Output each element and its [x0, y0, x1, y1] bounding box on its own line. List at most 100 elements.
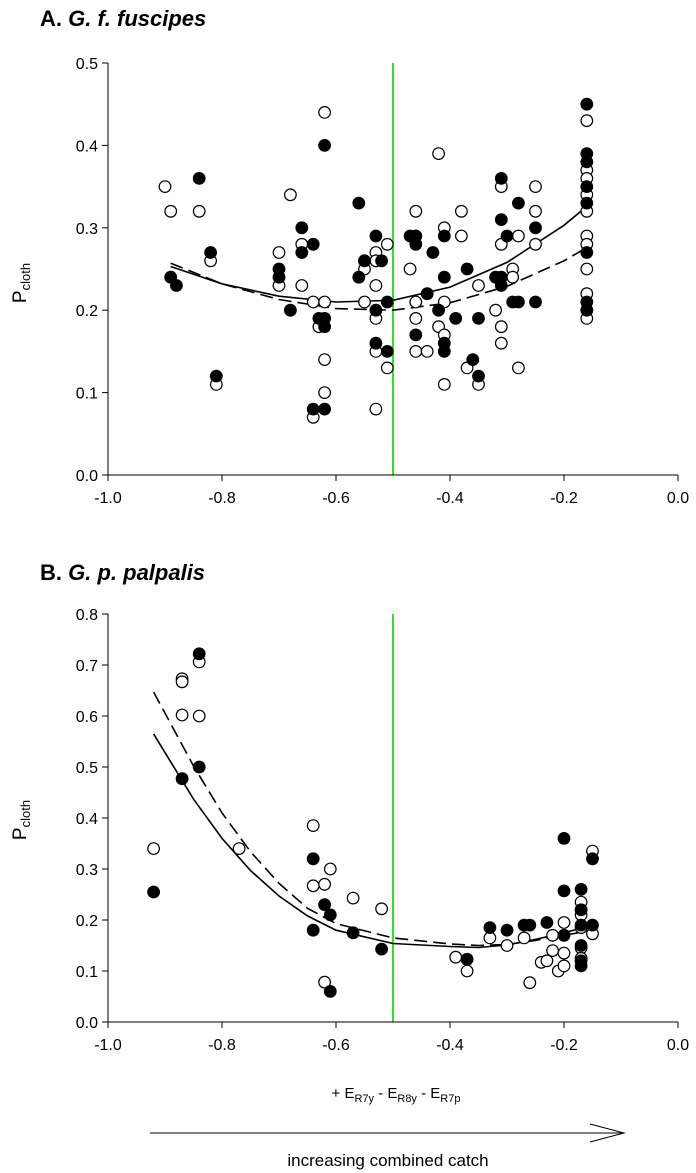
panel-b-open-point — [557, 946, 571, 960]
panel-b-open-point — [557, 959, 571, 973]
panel-a-filled-point — [318, 320, 332, 334]
panel-a-open-point — [494, 320, 508, 334]
panel-b-open-point — [192, 709, 206, 723]
panel-a-filled-point — [580, 246, 594, 259]
panel-a-filled-point — [472, 312, 485, 325]
panel-a-open-point — [409, 345, 423, 358]
panel-a-y-tick-label: 0.1 — [76, 386, 98, 403]
panel-b-open-point — [175, 708, 189, 722]
panel-b-filled-point — [500, 923, 514, 937]
panel-a-filled-point — [529, 295, 542, 309]
panel-a-ylabel-sub: cloth — [18, 263, 33, 290]
x-axis-label-prefix: + E — [332, 1085, 355, 1102]
panel-b-open-point — [557, 916, 571, 929]
panel-b-open-point — [517, 931, 531, 945]
panel-a-filled-point — [449, 312, 463, 325]
panel-a-filled-point — [426, 246, 440, 259]
panel-a-open-point — [158, 180, 172, 194]
panel-a-filled-point — [494, 171, 508, 185]
panel-b-filled-point — [574, 918, 588, 932]
panel-a-open-point — [306, 295, 320, 309]
panel-b-filled-point — [586, 918, 599, 932]
panel-a-y-tick-label: 0.4 — [76, 138, 98, 155]
panel-b-filled-point — [574, 959, 588, 973]
panel-a-open-point — [295, 279, 309, 292]
panel-b-species: G. p. palpalis — [68, 560, 205, 585]
panel-a-filled-point — [529, 221, 542, 235]
panel-a-open-point — [437, 378, 451, 391]
x-axis-label-middle-2: - E — [417, 1085, 440, 1102]
panel-a-label: A. — [40, 6, 62, 31]
panel-a-open-point — [369, 279, 383, 292]
panel-b-x-ticks: -1.0 -0.8 -0.6 -0.4 -0.2 0.0 — [94, 1022, 689, 1054]
panel-a-filled-point — [369, 303, 383, 317]
panel-a-open-point — [358, 295, 371, 309]
panel-a-open-point — [318, 386, 332, 400]
panel-a-filled-point — [580, 180, 594, 194]
x-axis-label-sub-2: R8y — [397, 1093, 417, 1105]
panel-a-filled-point — [306, 237, 320, 251]
panel-a-filled-point — [272, 270, 286, 284]
panel-b-open-point — [323, 862, 337, 876]
panel-b-filled-point — [192, 647, 206, 661]
panel-a-species: G. f. fuscipes — [68, 6, 206, 31]
panel-a-filled-point — [432, 303, 446, 317]
panel-a-x-tick-label: -0.4 — [436, 490, 464, 507]
panel-a-open-point — [409, 204, 423, 218]
panel-b-open-point — [318, 975, 332, 989]
panel-b-filled-point — [346, 926, 360, 940]
panel-a-ylabel-main: P — [10, 290, 31, 303]
panel-a-filled-point — [204, 246, 218, 259]
panel-a-open-point — [506, 270, 520, 284]
panel-a-open-point — [380, 361, 394, 375]
panel-b-y-tick-label: 0.3 — [76, 862, 98, 879]
x-axis-label-sub-3: R7p — [440, 1093, 460, 1105]
panel-b-x-tick-label: -0.6 — [322, 1037, 350, 1054]
panel-b-y-tick-label: 0.4 — [76, 811, 98, 828]
panel-a-filled-point — [169, 279, 183, 292]
panel-b-open-point — [523, 976, 537, 990]
panel-b: B. G. p. palpalis Pcloth 0.0 0.1 0.2 0.3 0.4… — [10, 560, 689, 1054]
panel-a-points — [158, 97, 594, 424]
panel-a-open-point — [494, 336, 508, 350]
panel-a-ylabel: Pcloth — [10, 263, 33, 303]
panel-a-filled-point — [369, 336, 383, 350]
panel-a-open-point — [512, 229, 525, 243]
panel-a-filled-point — [209, 369, 223, 383]
panel-b-filled-point — [557, 884, 571, 898]
panel-a-open-point — [164, 204, 178, 218]
panel-a-y-ticks: 0.0 0.1 0.2 0.3 0.4 0.5 — [76, 56, 108, 485]
panel-a-open-point — [380, 237, 394, 251]
panel-a-title: A. G. f. fuscipes — [40, 6, 206, 31]
panel-b-x-tick-label: -1.0 — [94, 1037, 122, 1054]
panel-a-filled-point — [369, 229, 383, 243]
panel-a-open-point — [284, 188, 297, 202]
panel-a-filled-point — [352, 196, 366, 210]
panel-a-filled-point — [358, 254, 371, 268]
panel-a-open-point — [409, 295, 423, 309]
panel-b-open-point — [375, 902, 389, 916]
panel-a-filled-point — [306, 402, 320, 416]
panel-a-open-point — [580, 262, 594, 276]
panel-b-filled-point — [192, 760, 206, 774]
panel-b-filled-point — [574, 883, 588, 896]
panel-b-filled-point — [306, 852, 320, 866]
panel-a-filled-point — [380, 345, 394, 358]
panel-a-open-point — [580, 114, 594, 128]
x-axis-label-middle-1: - E — [374, 1085, 397, 1102]
panel-a-filled-point — [295, 246, 309, 259]
panel-a-open-point — [420, 345, 434, 358]
panel-b-open-point — [546, 928, 559, 942]
panel-b-dashed-fit-line — [152, 691, 593, 947]
panel-a-x-tick-label: -1.0 — [94, 490, 122, 507]
panel-a-open-point — [318, 105, 332, 119]
panel-b-open-point — [306, 879, 320, 893]
panel-b-open-point — [346, 891, 360, 905]
panel-a-filled-point — [494, 213, 508, 227]
x-axis-label-sub-1: R7y — [354, 1093, 374, 1105]
panel-a-filled-point — [409, 237, 423, 251]
panel-a-filled-point — [380, 295, 394, 309]
panel-b-filled-point — [318, 898, 332, 912]
panel-b-open-point — [232, 842, 246, 855]
